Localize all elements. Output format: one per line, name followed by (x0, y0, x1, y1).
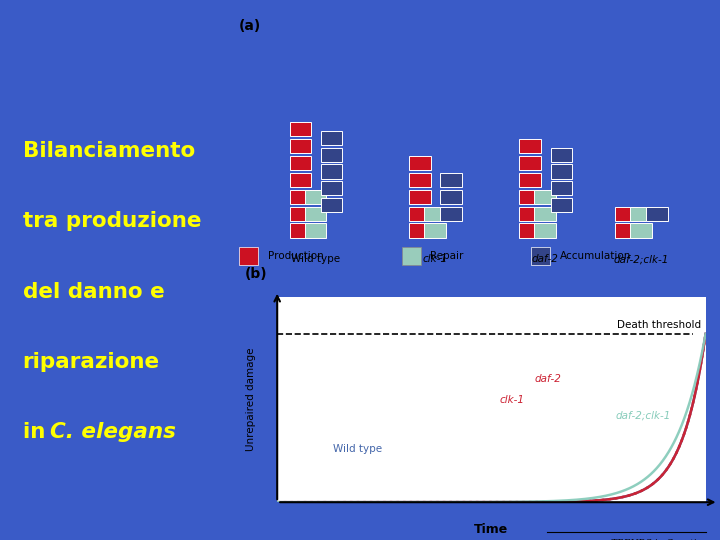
Text: tra produzione: tra produzione (23, 211, 201, 232)
Text: daf-2;clk-1: daf-2;clk-1 (616, 411, 671, 421)
Polygon shape (239, 247, 258, 265)
Polygon shape (534, 206, 556, 221)
Polygon shape (305, 224, 326, 238)
Polygon shape (519, 173, 541, 187)
Polygon shape (551, 181, 572, 195)
Polygon shape (519, 156, 541, 170)
Polygon shape (409, 206, 431, 221)
Text: clk-1: clk-1 (500, 395, 525, 404)
Polygon shape (441, 173, 462, 187)
Polygon shape (551, 198, 572, 212)
Polygon shape (289, 190, 311, 204)
Polygon shape (441, 190, 462, 204)
Text: Unrepaired damage: Unrepaired damage (246, 348, 256, 451)
Polygon shape (321, 131, 342, 145)
Text: Repair: Repair (431, 251, 464, 261)
Polygon shape (409, 224, 431, 238)
Polygon shape (409, 190, 431, 204)
Text: (a): (a) (239, 18, 261, 32)
Polygon shape (321, 198, 342, 212)
Text: Accumulation: Accumulation (559, 251, 631, 261)
Polygon shape (519, 206, 541, 221)
Polygon shape (534, 190, 556, 204)
Text: daf-2: daf-2 (534, 374, 561, 384)
Text: Bilanciamento: Bilanciamento (23, 141, 195, 161)
Text: del danno e: del danno e (23, 281, 164, 302)
Polygon shape (289, 139, 311, 153)
Polygon shape (531, 247, 550, 265)
Polygon shape (519, 139, 541, 153)
Text: clk-1: clk-1 (423, 254, 448, 265)
Text: daf-2;clk-1: daf-2;clk-1 (613, 254, 669, 265)
Polygon shape (441, 206, 462, 221)
Polygon shape (551, 164, 572, 179)
Polygon shape (519, 224, 541, 238)
Polygon shape (321, 164, 342, 179)
Polygon shape (289, 122, 311, 137)
Polygon shape (551, 147, 572, 162)
Text: Time: Time (474, 523, 508, 536)
Polygon shape (321, 181, 342, 195)
Polygon shape (402, 247, 420, 265)
Text: Wild type: Wild type (291, 254, 340, 265)
Text: (b): (b) (245, 267, 268, 281)
Polygon shape (630, 206, 652, 221)
Polygon shape (305, 190, 326, 204)
Polygon shape (289, 206, 311, 221)
Text: in: in (23, 422, 53, 442)
Text: Death threshold: Death threshold (617, 320, 701, 330)
Polygon shape (615, 224, 636, 238)
Text: Production: Production (268, 251, 323, 261)
Polygon shape (615, 206, 636, 221)
Text: riparazione: riparazione (23, 352, 160, 372)
Polygon shape (647, 206, 668, 221)
Polygon shape (289, 173, 311, 187)
Text: C. elegans: C. elegans (50, 422, 176, 442)
Text: Wild type: Wild type (333, 444, 382, 454)
Text: daf-2: daf-2 (532, 254, 559, 265)
Polygon shape (519, 190, 541, 204)
Polygon shape (424, 206, 446, 221)
Polygon shape (630, 224, 652, 238)
Polygon shape (321, 147, 342, 162)
Polygon shape (424, 224, 446, 238)
Text: TRENDS in Genetics: TRENDS in Genetics (611, 539, 706, 540)
Polygon shape (289, 224, 311, 238)
Polygon shape (305, 206, 326, 221)
Polygon shape (409, 173, 431, 187)
Polygon shape (534, 224, 556, 238)
Polygon shape (409, 156, 431, 170)
Polygon shape (289, 156, 311, 170)
